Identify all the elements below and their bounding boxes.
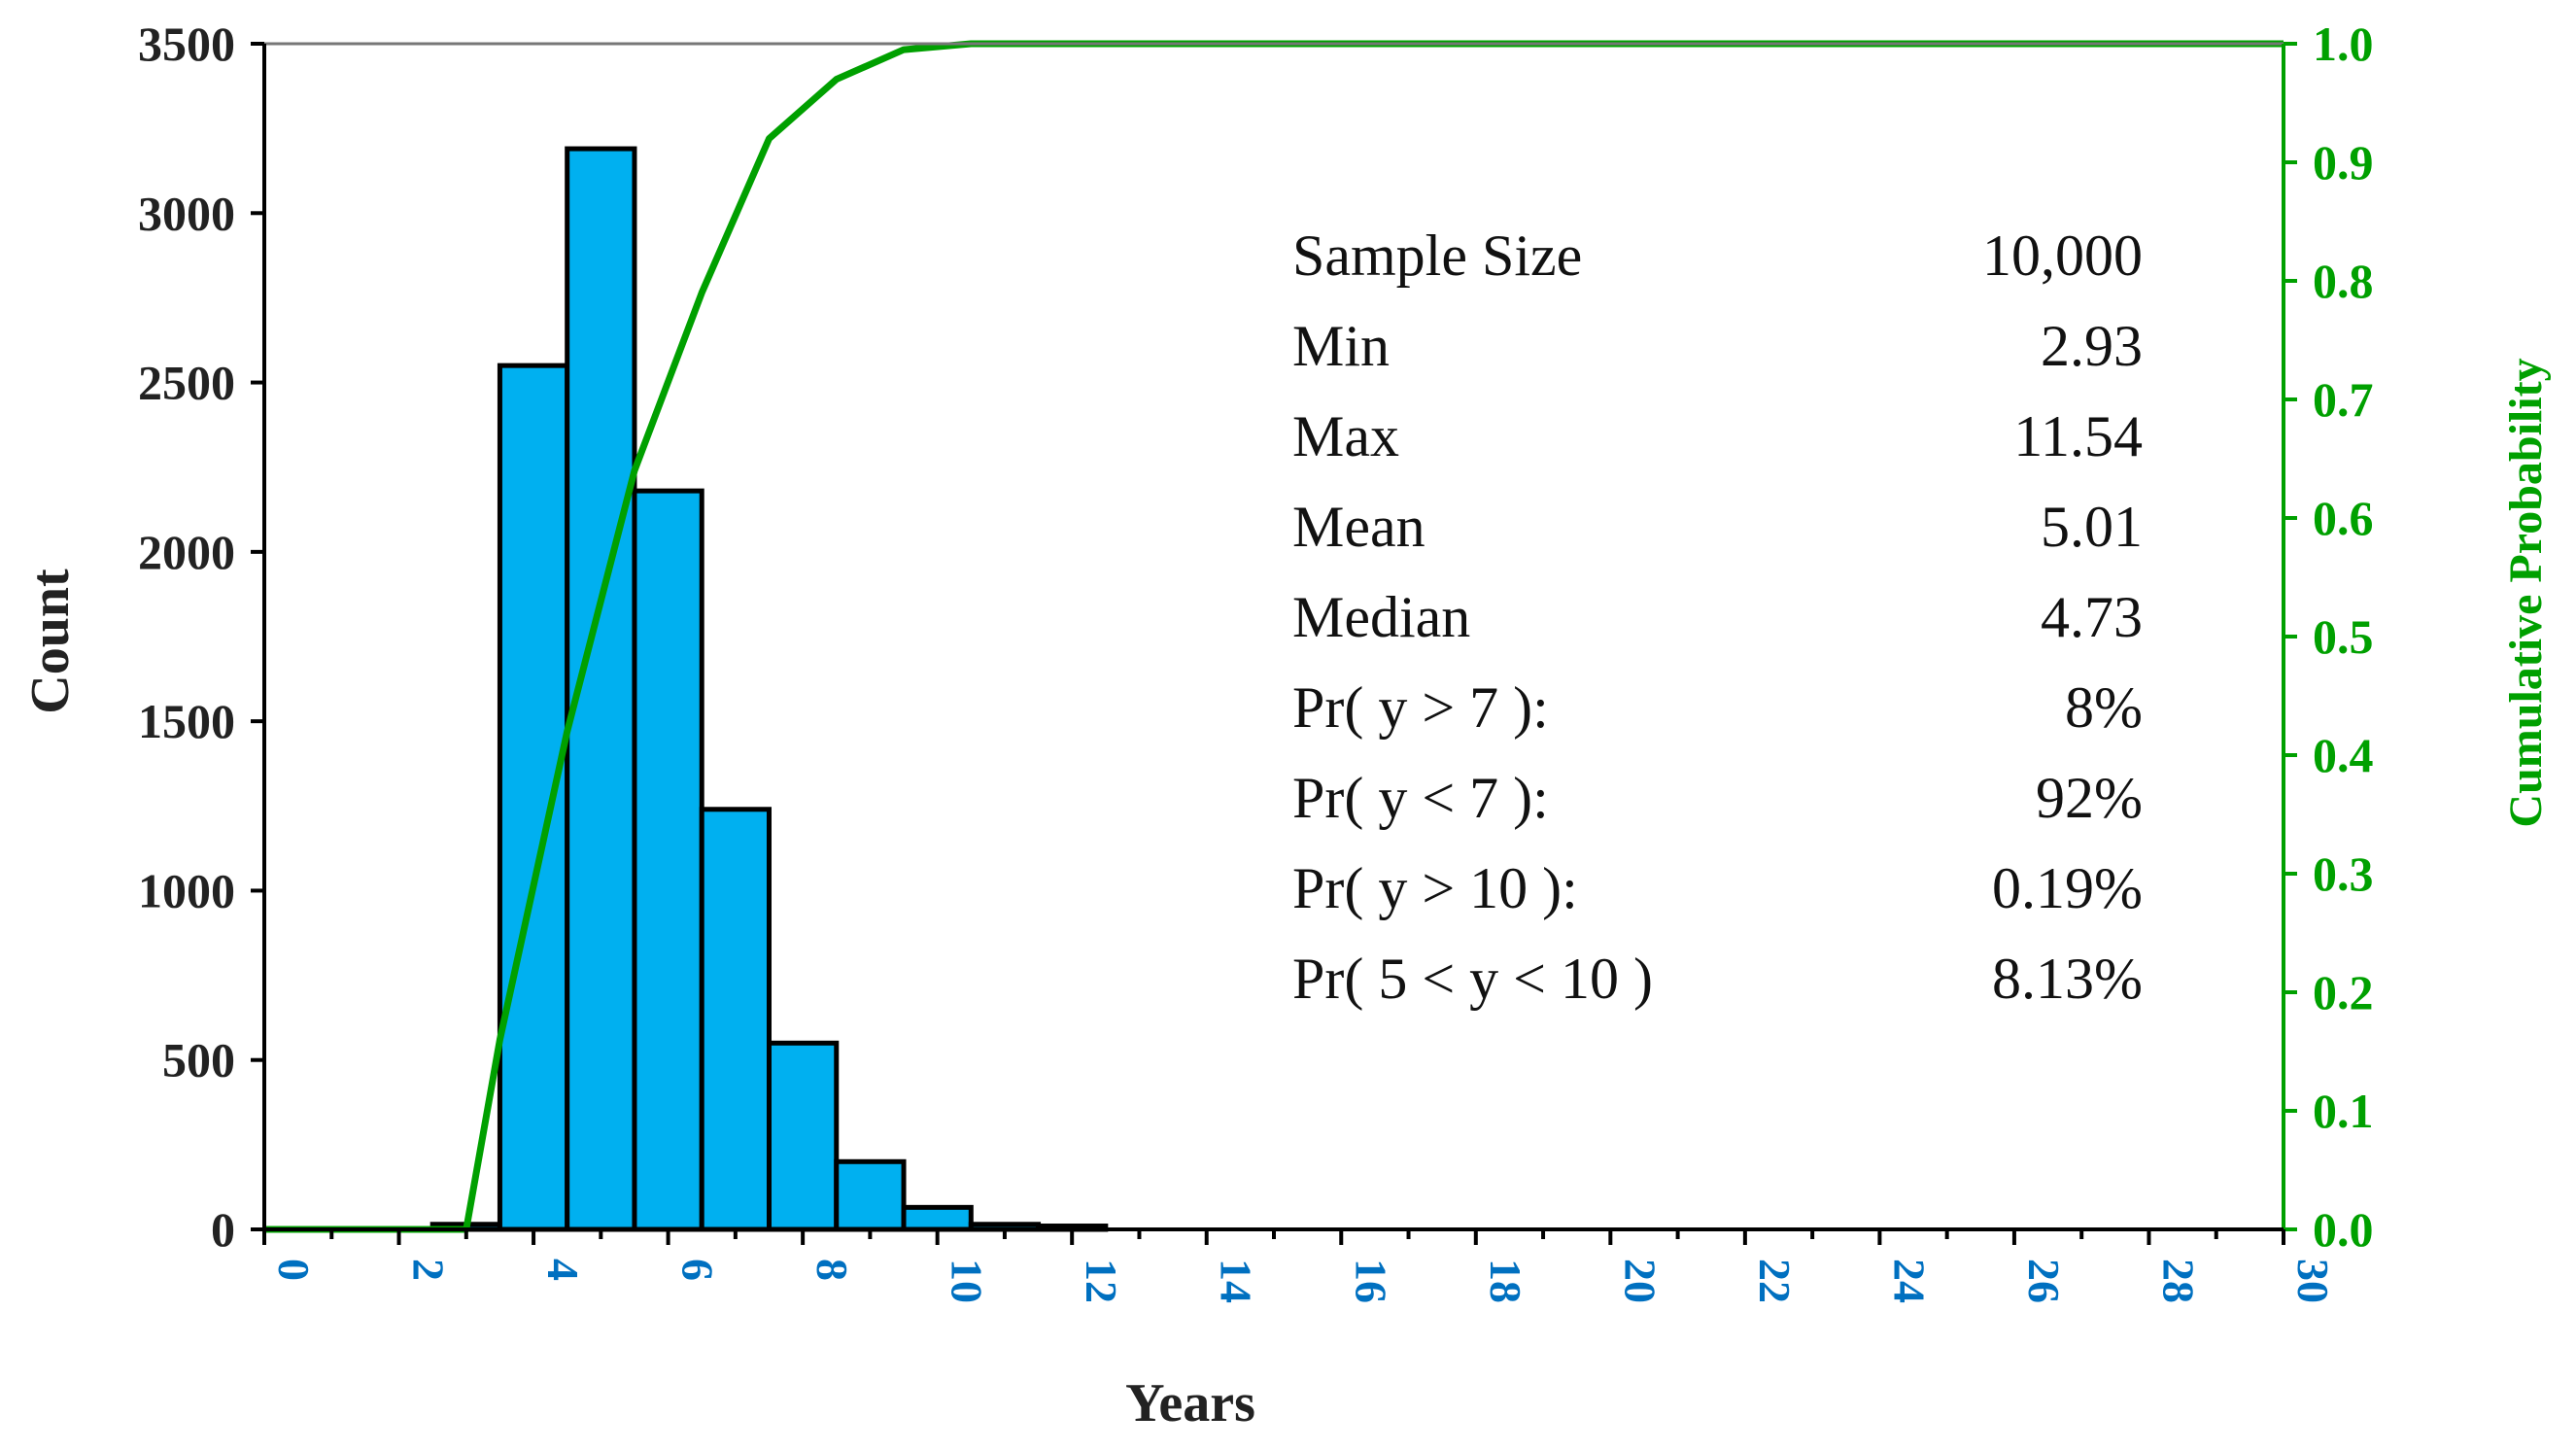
stat-label: Pr( 5 < y < 10 ) (1292, 947, 1653, 1011)
bar (699, 807, 773, 1232)
stats-table: Sample Size 10,000 Min 2.93 Max 11.54 Mean 5.01… (1292, 224, 2143, 1011)
histogram-bars (429, 146, 1109, 1232)
bar (632, 488, 704, 1232)
y-tick-label: 1500 (138, 694, 235, 748)
stat-label: Pr( y > 7 ): (1292, 675, 1549, 740)
y-tick-label: 3000 (138, 186, 235, 240)
stat-label: Median (1292, 585, 1470, 649)
y2-tick-label: 0.8 (2313, 254, 2374, 308)
stat-value: 0.19% (1992, 856, 2143, 920)
x-tick-label: 2 (404, 1259, 454, 1281)
x-tick-label: 30 (2288, 1259, 2338, 1303)
y2-tick-label: 0.9 (2313, 135, 2374, 190)
stat-label: Pr( y < 7 ): (1292, 766, 1549, 830)
x-tick-label: 26 (2019, 1259, 2069, 1303)
x-tick-label: 20 (1615, 1259, 1665, 1303)
bar (834, 1158, 907, 1232)
stat-label: Min (1292, 314, 1390, 378)
y2-axis-title: Cumulative Probability (2500, 358, 2552, 827)
x-tick-label: 18 (1481, 1259, 1530, 1303)
y2-tick-label: 0.7 (2313, 372, 2374, 427)
x-tick-label: 6 (673, 1259, 723, 1281)
bar (901, 1204, 974, 1232)
y2-tick-label: 0.1 (2313, 1084, 2374, 1138)
x-tick-label: 10 (943, 1259, 992, 1303)
stat-value: 4.73 (2041, 585, 2143, 649)
x-tick-label: 0 (269, 1259, 319, 1281)
x-tick-label: 4 (538, 1259, 588, 1281)
x-tick-label: 28 (2153, 1259, 2203, 1303)
stat-label: Mean (1292, 495, 1425, 559)
stat-label: Pr( y > 10 ): (1292, 856, 1578, 920)
stat-label: Sample Size (1292, 224, 1582, 288)
y2-tick-label: 0.4 (2313, 728, 2374, 782)
stat-value: 8.13% (1992, 947, 2143, 1011)
x-tick-label: 14 (1212, 1259, 1261, 1303)
x-axis-title: Years (1125, 1373, 1255, 1433)
y2-tick-label: 0.6 (2313, 491, 2374, 545)
stat-value: 5.01 (2041, 495, 2143, 559)
y-tick-label: 3500 (138, 17, 235, 71)
y-tick-label: 0 (211, 1202, 235, 1257)
bar (767, 1040, 840, 1232)
x-tick-label: 22 (1750, 1259, 1800, 1303)
y2-tick-label: 0.0 (2313, 1202, 2374, 1257)
stat-value: 11.54 (2013, 404, 2143, 468)
stat-value: 8% (2065, 675, 2143, 740)
y-tick-label: 2500 (138, 356, 235, 410)
y2-tick-label: 0.5 (2313, 609, 2374, 664)
y-tick-label: 1000 (138, 863, 235, 917)
x-tick-label: 24 (1884, 1259, 1934, 1303)
y2-tick-label: 1.0 (2313, 17, 2374, 71)
y2-tick-label: 0.3 (2313, 846, 2374, 901)
y2-tick-label: 0.2 (2313, 965, 2374, 1019)
stat-value: 10,000 (1982, 224, 2143, 288)
x-tick-label: 16 (1346, 1259, 1395, 1303)
axes: 0 500 1000 1500 2000 2500 3000 3500 0.0 0.1 0.2 0.3… (138, 17, 2374, 1303)
x-tick-label: 12 (1077, 1259, 1126, 1303)
bar (497, 362, 570, 1232)
x-tick-label: 8 (807, 1259, 857, 1281)
stat-label: Max (1292, 404, 1399, 468)
y-tick-label: 500 (162, 1033, 235, 1088)
stat-value: 2.93 (2041, 314, 2143, 378)
y-axis-title: Count (20, 569, 81, 714)
stat-value: 92% (2036, 766, 2143, 830)
y-tick-label: 2000 (138, 525, 235, 579)
